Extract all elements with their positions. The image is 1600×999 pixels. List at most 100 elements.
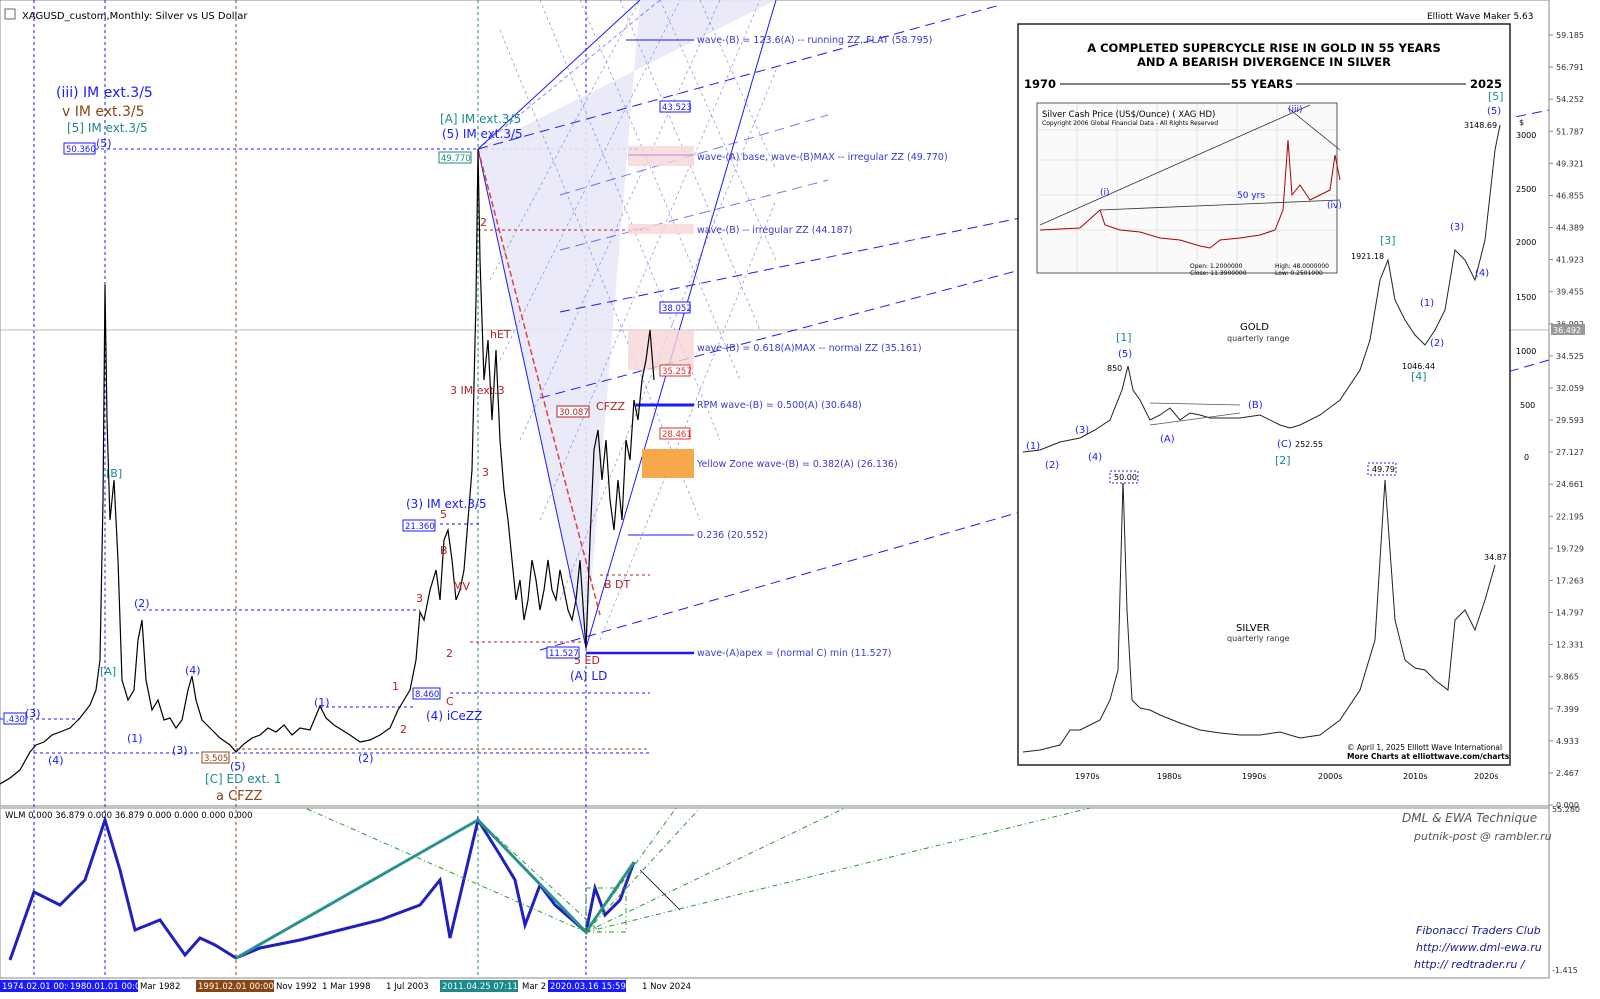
svg-text:8.460: 8.460 — [415, 690, 439, 700]
inset-gold-waves: (1) (2) (3) (4) (5) (A) (B) (C) (1) (2) … — [1026, 106, 1501, 471]
proj-label-7: wave-(A)apex = (normal C) min (11.527) — [697, 648, 892, 659]
svg-text:1974.02.01 00:00: 1974.02.01 00:00 — [2, 982, 78, 992]
price-axis-label: 12.331 — [1556, 641, 1584, 650]
svg-text:(3): (3) — [1450, 222, 1464, 233]
svg-text:3: 3 — [482, 466, 489, 479]
proj-label-6: 0.236 (20.552) — [697, 530, 768, 541]
proj-label-5: Yellow Zone wave-(B) = 0.382(A) (26.136) — [696, 459, 898, 470]
svg-text:(1): (1) — [314, 696, 330, 709]
credit-1: DML & EWA Technique — [1402, 811, 1537, 825]
svg-text:(i): (i) — [1100, 188, 1110, 198]
svg-text:50.00: 50.00 — [1114, 473, 1137, 482]
label-mv: MV — [453, 580, 470, 593]
svg-text:2: 2 — [480, 216, 487, 229]
fan-diamond-grid — [489, 0, 777, 641]
svg-text:(2): (2) — [358, 752, 374, 765]
price-axis-label: 17.263 — [1556, 576, 1584, 585]
price-axis-label: 7.399 — [1556, 705, 1579, 714]
svg-text:(4): (4) — [48, 754, 64, 767]
inset-gold-silver-chart: A COMPLETED SUPERCYCLE RISE IN GOLD IN 5… — [1017, 23, 1536, 781]
inset-year-start: 1970 — [1024, 77, 1056, 91]
price-axis-label: 44.389 — [1556, 224, 1584, 233]
label-b-bracket: [B] — [106, 467, 122, 480]
svg-text:30.087: 30.087 — [559, 408, 589, 418]
price-axis-label: 9.865 — [1556, 673, 1579, 682]
zone-yellow — [642, 449, 694, 478]
label-4-icezz: (4) iCeZZ — [426, 709, 482, 723]
price-axis-label: 34.525 — [1556, 352, 1584, 361]
svg-text:50.360: 50.360 — [66, 145, 96, 155]
svg-text:2000: 2000 — [1516, 238, 1536, 247]
wave-numbers: (5) (3) (4) (2) (1) (4) (3) (5) (1) (2) … — [25, 137, 489, 773]
projection-fan-fill — [478, 0, 776, 648]
svg-text:Nov 1992: Nov 1992 — [276, 982, 317, 992]
price-axis-label: 59.185 — [1556, 31, 1584, 40]
proj-label-3: wave-(B) = 0.618(A)MAX -- normal ZZ (35.… — [697, 343, 922, 354]
svg-text:3.505: 3.505 — [204, 754, 228, 764]
label-3-im-red: 3 IM ext.3 — [450, 384, 505, 397]
inset-copyright: © April 1, 2025 Elliott Wave Internation… — [1347, 743, 1502, 752]
svg-text:1 Mar 1998: 1 Mar 1998 — [322, 982, 370, 992]
credit-2: putnik-post @ rambler.ru — [1413, 830, 1552, 843]
svg-text:Close: 11.3900000: Close: 11.3900000 — [1190, 270, 1247, 277]
inset-right-axis: 3000 2500 2000 1500 1000 500 0 $ — [1516, 118, 1536, 462]
price-axis-label: 39.455 — [1556, 288, 1584, 297]
price-axis-label: 14.797 — [1556, 609, 1584, 618]
credit-4[interactable]: http://www.dml-ewa.ru — [1416, 941, 1542, 954]
label-a-ld: (A) LD — [570, 669, 607, 683]
svg-text:[3]: [3] — [1380, 234, 1396, 247]
svg-text:Low: 0.2501000: Low: 0.2501000 — [1275, 270, 1323, 277]
svg-text:2500: 2500 — [1516, 185, 1536, 194]
chart-title-toggle[interactable] — [4, 8, 16, 20]
label-a-bracket: [A] — [100, 665, 116, 678]
price-axis-label: 19.729 — [1556, 544, 1584, 553]
svg-text:1 Jul 2003: 1 Jul 2003 — [386, 982, 429, 992]
mini-50yrs: 50 yrs — [1237, 191, 1265, 201]
zone-44187 — [628, 224, 694, 234]
wlm-series-blue — [8, 815, 636, 961]
label-het: hET — [490, 328, 511, 341]
wlm-label: WLM 0.000 36.879 0.000 36.879 0.000 0.00… — [5, 811, 253, 821]
svg-text:0: 0 — [1524, 453, 1529, 462]
svg-text:(1): (1) — [1420, 298, 1434, 309]
credit-3: Fibonacci Traders Club — [1416, 924, 1541, 937]
svg-text:43.523: 43.523 — [662, 103, 692, 113]
svg-text:(4): (4) — [1088, 452, 1102, 463]
label-5-ed: 5 ED — [574, 654, 600, 667]
indicator-pane-frame — [0, 807, 1550, 979]
svg-text:2020s: 2020s — [1474, 772, 1499, 781]
svg-text:(3): (3) — [172, 744, 188, 757]
label-5-im: [5] IM ext.3/5 — [67, 121, 148, 135]
svg-text:252.55: 252.55 — [1295, 440, 1323, 449]
svg-text:3: 3 — [416, 592, 423, 605]
svg-text:2000s: 2000s — [1318, 772, 1343, 781]
indicator-label: Elliott Wave Maker 5.63 — [1427, 12, 1533, 22]
wlm-series-teal — [235, 818, 636, 960]
price-axis-label: 49.321 — [1556, 159, 1584, 168]
svg-text:(1): (1) — [127, 732, 143, 745]
label-5paren-im: (5) IM ext.3/5 — [442, 127, 523, 141]
price-axis-label: 4.933 — [1556, 737, 1579, 746]
inset-gold-label: GOLD — [1240, 322, 1269, 333]
wlm-black-line — [639, 869, 681, 911]
price-axis-label: 54.252 — [1556, 95, 1584, 104]
price-axis-label: 41.923 — [1556, 256, 1584, 265]
proj-label-0: wave-(B) = 123.6(A) -- running ZZ, FLAT … — [697, 35, 932, 46]
svg-text:1046.44: 1046.44 — [1402, 362, 1435, 371]
svg-text:49.79: 49.79 — [1372, 465, 1395, 474]
credit-5[interactable]: http:// redtrader.ru / — [1414, 958, 1526, 971]
svg-text:(2): (2) — [1430, 338, 1444, 349]
label-v-im: v IM ext.3/5 — [62, 104, 145, 120]
svg-text:(B): (B) — [1248, 400, 1263, 411]
svg-text:[1]: [1] — [1116, 331, 1132, 344]
label-3-im: (3) IM ext.3/5 — [406, 497, 487, 511]
svg-text:Mar 2: Mar 2 — [522, 982, 546, 992]
proj-label-1: wave-(A) base, wave-(B)MAX -- irregular … — [697, 152, 948, 163]
svg-text:11.527: 11.527 — [549, 649, 579, 659]
svg-text:2010s: 2010s — [1403, 772, 1428, 781]
svg-text:(iv): (iv) — [1327, 201, 1342, 211]
price-axis-label: 32.059 — [1556, 384, 1584, 393]
svg-text:(iii): (iii) — [1288, 105, 1303, 115]
